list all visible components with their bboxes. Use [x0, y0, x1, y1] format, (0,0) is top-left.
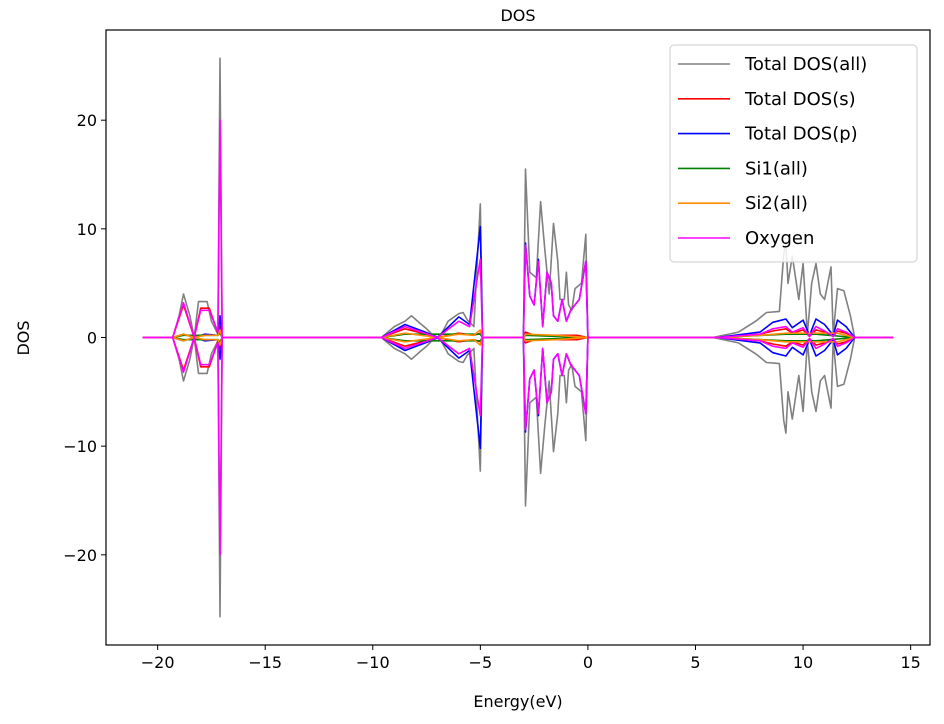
series-layer — [142, 57, 894, 618]
legend-label: Total DOS(s) — [744, 89, 856, 110]
series-line-si2-all-down — [142, 336, 894, 346]
y-tick-label: 10 — [77, 220, 97, 239]
y-tick-label: −10 — [63, 437, 97, 456]
legend-label: Si2(all) — [745, 193, 808, 214]
x-tick-label: −15 — [248, 653, 282, 672]
x-tick-label: −20 — [141, 653, 175, 672]
series-line-total-dos-p-down — [142, 336, 894, 450]
chart-title: DOS — [500, 6, 535, 25]
series-line-total-dos-s-down — [142, 336, 894, 371]
legend-label: Total DOS(p) — [744, 124, 858, 145]
legend-box — [669, 44, 918, 263]
x-tick-label: 15 — [900, 653, 920, 672]
x-tick-label: 10 — [793, 653, 813, 672]
series-line-oxygen-down — [142, 336, 894, 556]
plot-frame — [105, 29, 931, 646]
x-tick-label: 0 — [583, 653, 593, 672]
legend-label: Si1(all) — [745, 158, 808, 179]
x-tick-label: −10 — [356, 653, 390, 672]
x-axis-label: Energy(eV) — [473, 692, 562, 711]
tick-layer: −20 −15 −10 −5 0 5 10 15 −20 −10 0 10 20 — [63, 111, 921, 672]
series-line-total-dos-all-down — [142, 336, 894, 618]
y-tick-label: 20 — [77, 111, 97, 130]
series-line-total-dos-s-up — [142, 304, 894, 339]
y-tick-label: 0 — [87, 329, 97, 348]
y-tick-label: −20 — [63, 546, 97, 565]
legend-label: Oxygen — [745, 228, 814, 249]
x-tick-label: −5 — [469, 653, 493, 672]
series-line-si2-all-up — [142, 329, 894, 339]
legend-label: Total DOS(all) — [744, 54, 867, 75]
y-axis-label: DOS — [14, 320, 33, 355]
series-line-oxygen-up — [142, 119, 894, 339]
x-tick-label: 5 — [690, 653, 700, 672]
legend: Total DOS(all) Total DOS(s) Total DOS(p) Si… — [669, 44, 918, 263]
